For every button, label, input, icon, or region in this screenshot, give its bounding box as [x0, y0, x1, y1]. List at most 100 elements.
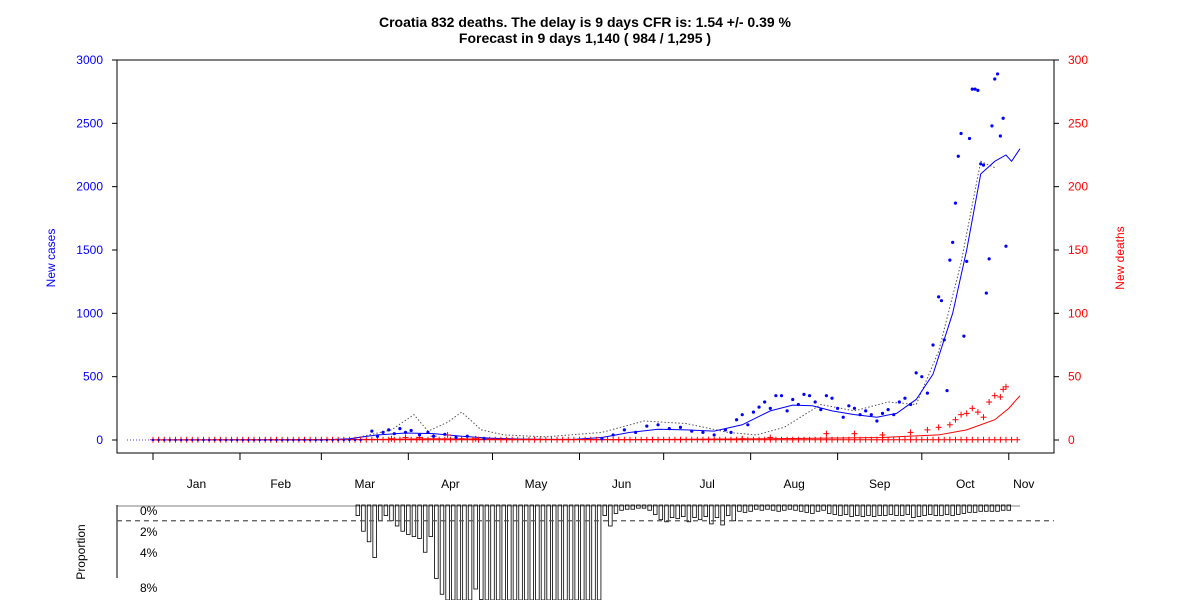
forecast-series	[152, 160, 995, 441]
death-marker	[991, 436, 998, 443]
case-point	[965, 259, 969, 263]
proportion-bar	[944, 504, 950, 515]
proportion-axis: 0% 2% 4% 8%	[116, 504, 1054, 595]
death-marker	[829, 436, 836, 443]
case-point	[656, 423, 660, 427]
death-marker	[873, 436, 880, 443]
proportion-bar	[507, 504, 512, 600]
death-marker	[683, 436, 690, 443]
y-right-tick-label: 300	[1068, 53, 1088, 67]
death-marker	[472, 435, 479, 442]
case-point	[314, 438, 317, 442]
proportion-bar	[731, 504, 737, 522]
y-right-tick-label: 150	[1068, 243, 1088, 257]
death-marker	[980, 414, 987, 421]
proportion-bar	[888, 504, 894, 515]
proportion-bar	[838, 504, 843, 516]
death-marker	[728, 436, 734, 443]
death-marker	[576, 436, 583, 443]
death-marker	[845, 436, 852, 443]
proportion-bar	[984, 504, 989, 512]
death-marker	[935, 424, 942, 431]
death-marker	[823, 436, 830, 443]
x-month-label: Sep	[869, 477, 891, 491]
case-point	[275, 438, 278, 442]
case-point	[746, 423, 750, 427]
death-marker	[655, 436, 662, 443]
death-marker	[986, 436, 993, 443]
case-point	[920, 375, 924, 379]
death-marker	[441, 436, 448, 443]
case-point	[962, 334, 966, 338]
proportion-bar	[434, 504, 439, 579]
proportion-bar	[928, 504, 933, 515]
case-point	[381, 430, 385, 434]
proportion-bar	[961, 504, 967, 514]
x-month-label: Feb	[270, 477, 291, 491]
death-marker	[935, 436, 942, 443]
case-point	[247, 438, 250, 442]
case-point	[875, 419, 879, 423]
proportion-bar	[563, 504, 568, 600]
proportion-bar	[871, 504, 877, 517]
proportion-bar	[540, 504, 546, 600]
death-marker	[862, 436, 869, 443]
y-left-tick-label: 1000	[76, 306, 103, 320]
proportion-bar	[557, 504, 563, 600]
case-point	[359, 438, 362, 442]
case-point	[678, 425, 683, 429]
cases-smooth-line	[153, 148, 1021, 441]
y-axis-left-label: New cases	[44, 229, 58, 288]
chart-title: Croatia 832 deaths. The delay is 9 days …	[379, 14, 792, 30]
y-left-tick-label: 0	[96, 433, 103, 447]
death-marker	[1000, 386, 1007, 393]
death-marker	[974, 436, 981, 443]
proportion-bar	[709, 504, 714, 525]
proportion-bar	[714, 504, 720, 519]
case-point	[830, 396, 834, 400]
proportion-tick-label: 0%	[140, 504, 158, 518]
death-marker	[582, 436, 589, 443]
proportion-bar	[916, 504, 922, 517]
case-point	[611, 433, 615, 437]
case-point	[163, 438, 166, 442]
death-marker	[705, 436, 712, 443]
case-point	[168, 438, 172, 442]
death-marker	[615, 436, 622, 443]
proportion-bar	[512, 504, 518, 600]
proportion-bar	[647, 504, 652, 511]
proportion-bar	[462, 504, 467, 600]
case-point	[735, 418, 739, 422]
death-marker	[649, 436, 656, 443]
death-marker	[363, 436, 370, 443]
proportion-bar	[394, 504, 400, 527]
death-marker	[952, 416, 959, 423]
case-point	[634, 430, 638, 434]
death-marker	[958, 411, 965, 418]
death-marker	[963, 410, 970, 417]
proportion-bar	[602, 504, 607, 516]
death-marker	[548, 436, 555, 443]
case-point	[948, 258, 952, 262]
death-marker	[907, 436, 914, 443]
case-point	[858, 413, 862, 417]
proportion-bar	[523, 504, 529, 600]
case-point	[308, 438, 312, 442]
x-month-label: Oct	[956, 477, 975, 491]
case-point	[979, 162, 983, 166]
death-marker	[969, 436, 976, 443]
death-marker	[907, 429, 914, 436]
case-point	[970, 87, 974, 91]
death-marker	[885, 436, 892, 443]
case-point	[869, 413, 873, 417]
y-axis-left: 0 500 1000 1500 2000 2500 3000	[76, 53, 117, 447]
case-point	[976, 88, 980, 92]
proportion-bar	[877, 504, 882, 516]
proportion-bar	[422, 504, 428, 553]
proportion-bar	[546, 504, 551, 600]
case-point	[196, 438, 200, 442]
death-marker	[424, 436, 431, 443]
case-point	[813, 400, 817, 404]
death-marker	[638, 436, 645, 443]
